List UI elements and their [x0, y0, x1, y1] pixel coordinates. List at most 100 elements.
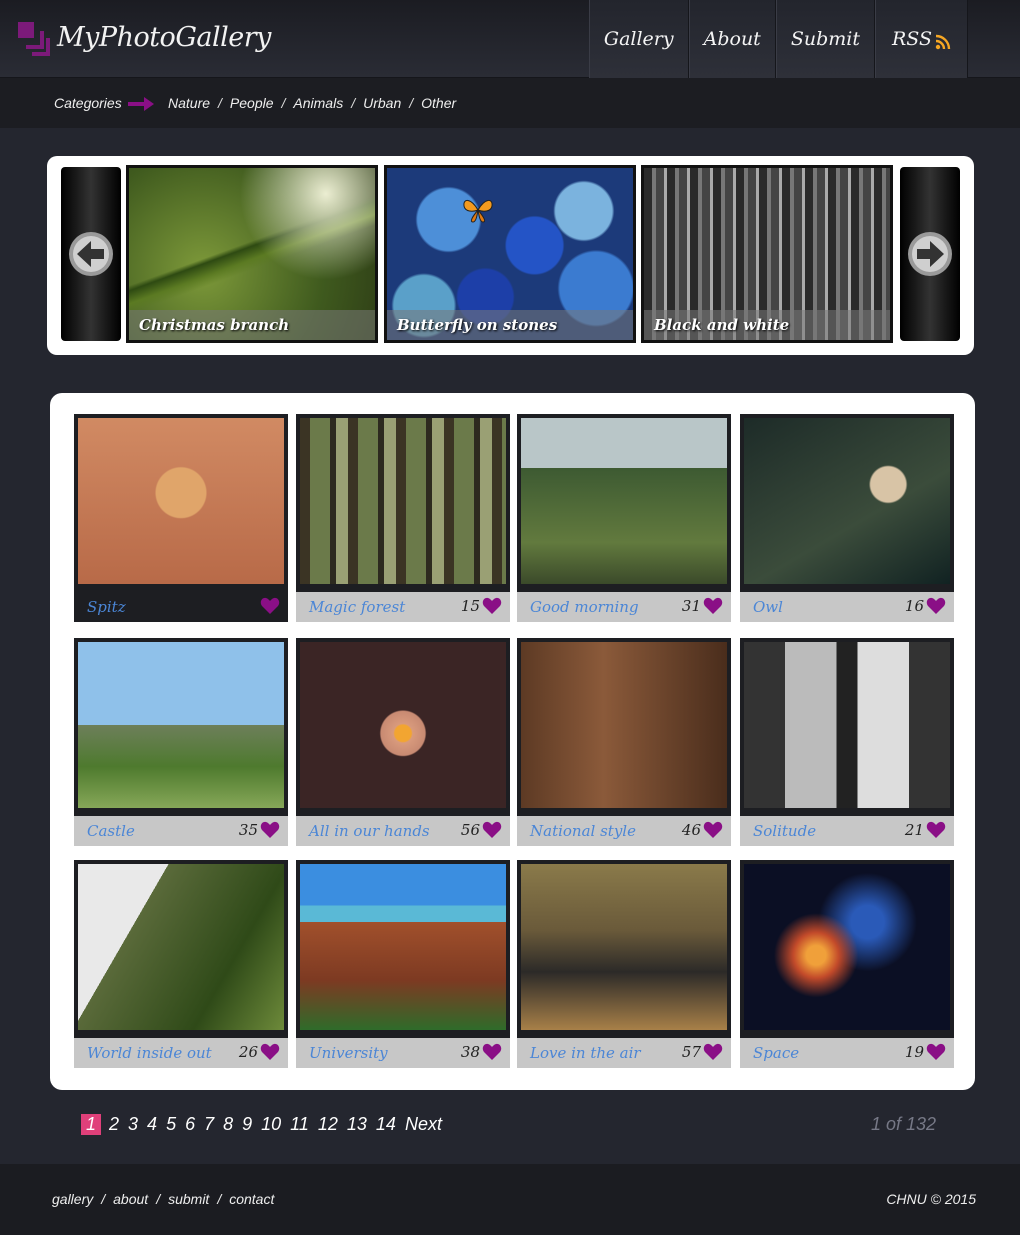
slide-christmas-branch[interactable]: Christmas branch [126, 165, 378, 343]
photo-card[interactable]: Owl 16 [740, 414, 954, 622]
page-10-link[interactable]: 10 [261, 1114, 282, 1134]
page-11-link[interactable]: 11 [290, 1114, 309, 1134]
photo-image[interactable] [517, 860, 731, 1038]
heart-icon[interactable] [926, 1043, 946, 1061]
page-13-link[interactable]: 13 [346, 1114, 367, 1134]
photo-card[interactable]: Magic forest 15 [296, 414, 510, 622]
category-other[interactable]: Other [421, 95, 457, 111]
photo-image[interactable] [517, 638, 731, 816]
heart-icon[interactable] [703, 1043, 723, 1061]
butterfly-icon [463, 200, 493, 223]
page-7-link[interactable]: 7 [204, 1114, 215, 1134]
heart-icon[interactable] [703, 821, 723, 839]
photo-image[interactable] [740, 414, 954, 592]
nav-gallery[interactable]: Gallery [588, 0, 689, 78]
photo-title[interactable]: University [309, 1044, 388, 1062]
photo-card[interactable]: Space 19 [740, 860, 954, 1068]
slide-butterfly-on-stones[interactable]: Butterfly on stones [384, 165, 636, 343]
photo-card[interactable]: Solitude 21 [740, 638, 954, 846]
page-9-link[interactable]: 9 [242, 1114, 253, 1134]
page-3-link[interactable]: 3 [128, 1114, 139, 1134]
slider-next-button[interactable] [900, 167, 960, 341]
page-4-link[interactable]: 4 [147, 1114, 158, 1134]
footer-link-gallery[interactable]: gallery [52, 1191, 94, 1207]
photo-image[interactable] [296, 414, 510, 592]
like-count: 21 [904, 821, 924, 839]
photo-title[interactable]: Spitz [87, 598, 126, 616]
photo-image[interactable] [74, 860, 288, 1038]
page-6-link[interactable]: 6 [185, 1114, 196, 1134]
copyright: CHNU © 2015 [886, 1191, 976, 1207]
photo-image[interactable] [740, 860, 954, 1038]
category-animals[interactable]: Animals [293, 95, 344, 111]
nav-rss[interactable]: RSS [874, 0, 968, 78]
photo-card[interactable]: National style 46 [517, 638, 731, 846]
main-nav: Gallery About Submit RSS [588, 0, 968, 78]
heart-icon[interactable] [926, 821, 946, 839]
logo-text[interactable]: MyPhotoGallery [57, 22, 271, 53]
like-count: 15 [460, 597, 480, 615]
slider-prev-button[interactable] [61, 167, 121, 341]
photo-image[interactable] [74, 414, 288, 592]
slide-black-and-white[interactable]: Black and white [641, 165, 893, 343]
photo-image[interactable] [296, 638, 510, 816]
separator: / [281, 95, 286, 111]
photo-card[interactable]: Castle 35 [74, 638, 288, 846]
nav-about[interactable]: About [688, 0, 776, 78]
nav-submit[interactable]: Submit [775, 0, 875, 78]
photo-title[interactable]: All in our hands [309, 822, 430, 840]
photo-card[interactable]: Spitz [74, 414, 288, 622]
slide-caption: Christmas branch [129, 310, 375, 340]
heart-icon[interactable] [482, 821, 502, 839]
page-2-link[interactable]: 2 [109, 1114, 120, 1134]
photo-card[interactable]: University 38 [296, 860, 510, 1068]
page-1-link[interactable]: 1 [81, 1114, 102, 1135]
photo-title[interactable]: World inside out [87, 1044, 212, 1062]
category-urban[interactable]: Urban [363, 95, 402, 111]
heart-icon[interactable] [260, 597, 280, 615]
heart-icon[interactable] [482, 597, 502, 615]
photo-title[interactable]: Space [753, 1044, 800, 1062]
category-people[interactable]: People [229, 95, 274, 111]
photo-title[interactable]: Magic forest [309, 598, 406, 616]
photo-title[interactable]: Castle [87, 822, 135, 840]
like-count: 35 [238, 821, 258, 839]
heart-icon[interactable] [260, 1043, 280, 1061]
photo-image[interactable] [296, 860, 510, 1038]
footer-link-about[interactable]: about [113, 1191, 149, 1207]
page-5-link[interactable]: 5 [166, 1114, 177, 1134]
photo-title[interactable]: Solitude [753, 822, 817, 840]
page-8-link[interactable]: 8 [223, 1114, 234, 1134]
footer-link-contact[interactable]: contact [229, 1191, 275, 1207]
category-nature[interactable]: Nature [168, 95, 211, 111]
like-count: 16 [904, 597, 924, 615]
photo-image[interactable] [517, 414, 731, 592]
photo-card[interactable]: World inside out 26 [74, 860, 288, 1068]
separator: / [351, 95, 356, 111]
photo-card[interactable]: Love in the air 57 [517, 860, 731, 1068]
arrow-right-icon [128, 97, 154, 111]
photo-gallery: Spitz Magic forest 15 Good morning 31 Ow… [50, 393, 975, 1090]
logo-icon[interactable] [18, 22, 52, 56]
next-page-link[interactable]: Next [404, 1114, 442, 1134]
photo-image[interactable] [740, 638, 954, 816]
photo-image[interactable] [74, 638, 288, 816]
footer: gallery / about / submit / contact CHNU … [0, 1164, 1020, 1235]
footer-link-submit[interactable]: submit [168, 1191, 210, 1207]
photo-card[interactable]: All in our hands 56 [296, 638, 510, 846]
photo-title[interactable]: National style [530, 822, 636, 840]
separator: / [156, 1191, 161, 1207]
heart-icon[interactable] [482, 1043, 502, 1061]
slide-caption: Butterfly on stones [387, 310, 633, 340]
featured-slider: Christmas branch Butterfly on stones Bla… [47, 156, 974, 355]
separator: / [409, 95, 414, 111]
photo-card[interactable]: Good morning 31 [517, 414, 731, 622]
photo-title[interactable]: Love in the air [530, 1044, 641, 1062]
page-14-link[interactable]: 14 [375, 1114, 396, 1134]
photo-title[interactable]: Owl [753, 598, 783, 616]
heart-icon[interactable] [703, 597, 723, 615]
photo-title[interactable]: Good morning [530, 598, 639, 616]
heart-icon[interactable] [926, 597, 946, 615]
page-12-link[interactable]: 12 [317, 1114, 338, 1134]
heart-icon[interactable] [260, 821, 280, 839]
